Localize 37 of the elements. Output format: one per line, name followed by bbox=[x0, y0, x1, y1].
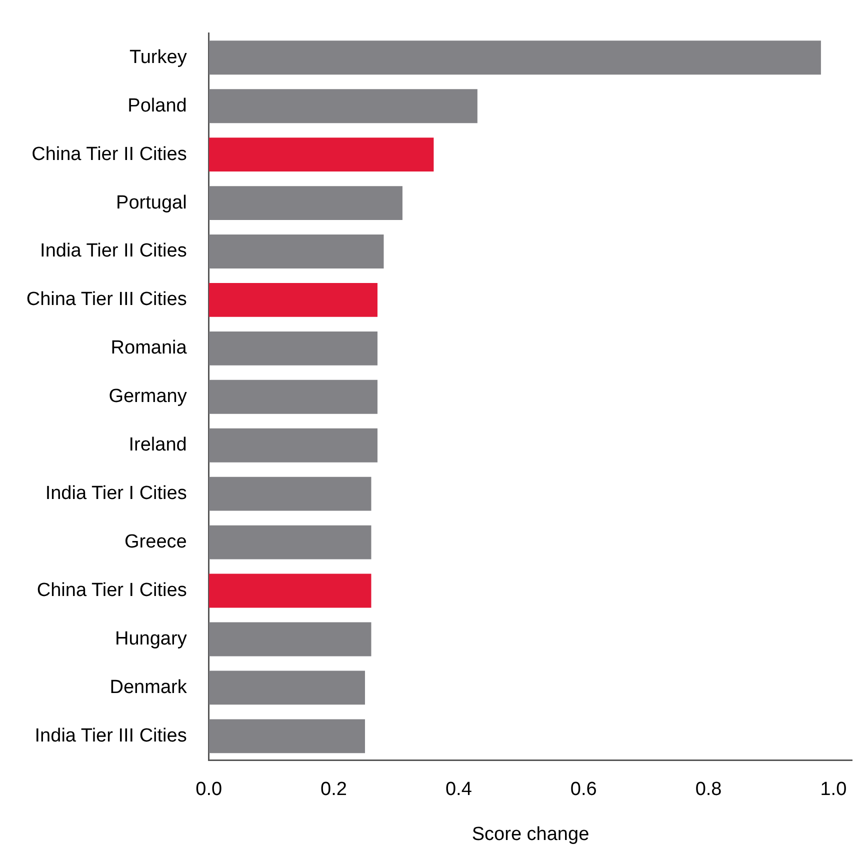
y-tick-label: China Tier III Cities bbox=[26, 289, 187, 310]
bar bbox=[208, 138, 434, 172]
y-tick-label: India Tier III Cities bbox=[34, 725, 187, 746]
y-tick-label: Denmark bbox=[110, 676, 188, 698]
bar bbox=[208, 622, 372, 656]
y-tick-label: Greece bbox=[124, 532, 187, 553]
y-tick-label: Hungary bbox=[115, 628, 188, 650]
bar bbox=[208, 40, 821, 75]
bar bbox=[208, 283, 378, 317]
bar bbox=[208, 670, 365, 705]
bar bbox=[208, 428, 378, 462]
x-tick-label: 0.2 bbox=[320, 779, 347, 800]
y-tick-label: India Tier I Cities bbox=[45, 483, 187, 504]
y-tick-label: China Tier II Cities bbox=[32, 144, 187, 165]
bar bbox=[208, 525, 372, 560]
y-tick-label: India Tier II Cities bbox=[40, 240, 187, 262]
bar bbox=[208, 89, 478, 124]
x-tick-label: 0.0 bbox=[196, 779, 222, 800]
bar bbox=[208, 186, 402, 220]
bar bbox=[208, 574, 372, 608]
bar bbox=[208, 331, 378, 366]
y-tick-label: Ireland bbox=[128, 434, 187, 456]
x-tick-label: 0.8 bbox=[695, 779, 722, 800]
bar bbox=[208, 719, 365, 754]
x-axis-title: Score change bbox=[472, 824, 590, 845]
y-tick-label: Portugal bbox=[116, 192, 187, 214]
y-tick-label: Germany bbox=[108, 386, 188, 408]
bar bbox=[208, 476, 372, 511]
y-tick-label: Turkey bbox=[129, 46, 188, 68]
y-tick-label: Poland bbox=[128, 95, 187, 116]
bar bbox=[208, 234, 384, 268]
y-tick-label: Romania bbox=[110, 338, 188, 359]
x-tick-label: 0.6 bbox=[570, 779, 597, 800]
x-tick-label: 0.4 bbox=[445, 779, 472, 800]
x-tick-label: 1.0 bbox=[820, 779, 847, 800]
y-tick-label: China Tier I Cities bbox=[36, 580, 187, 601]
bar bbox=[208, 380, 378, 414]
